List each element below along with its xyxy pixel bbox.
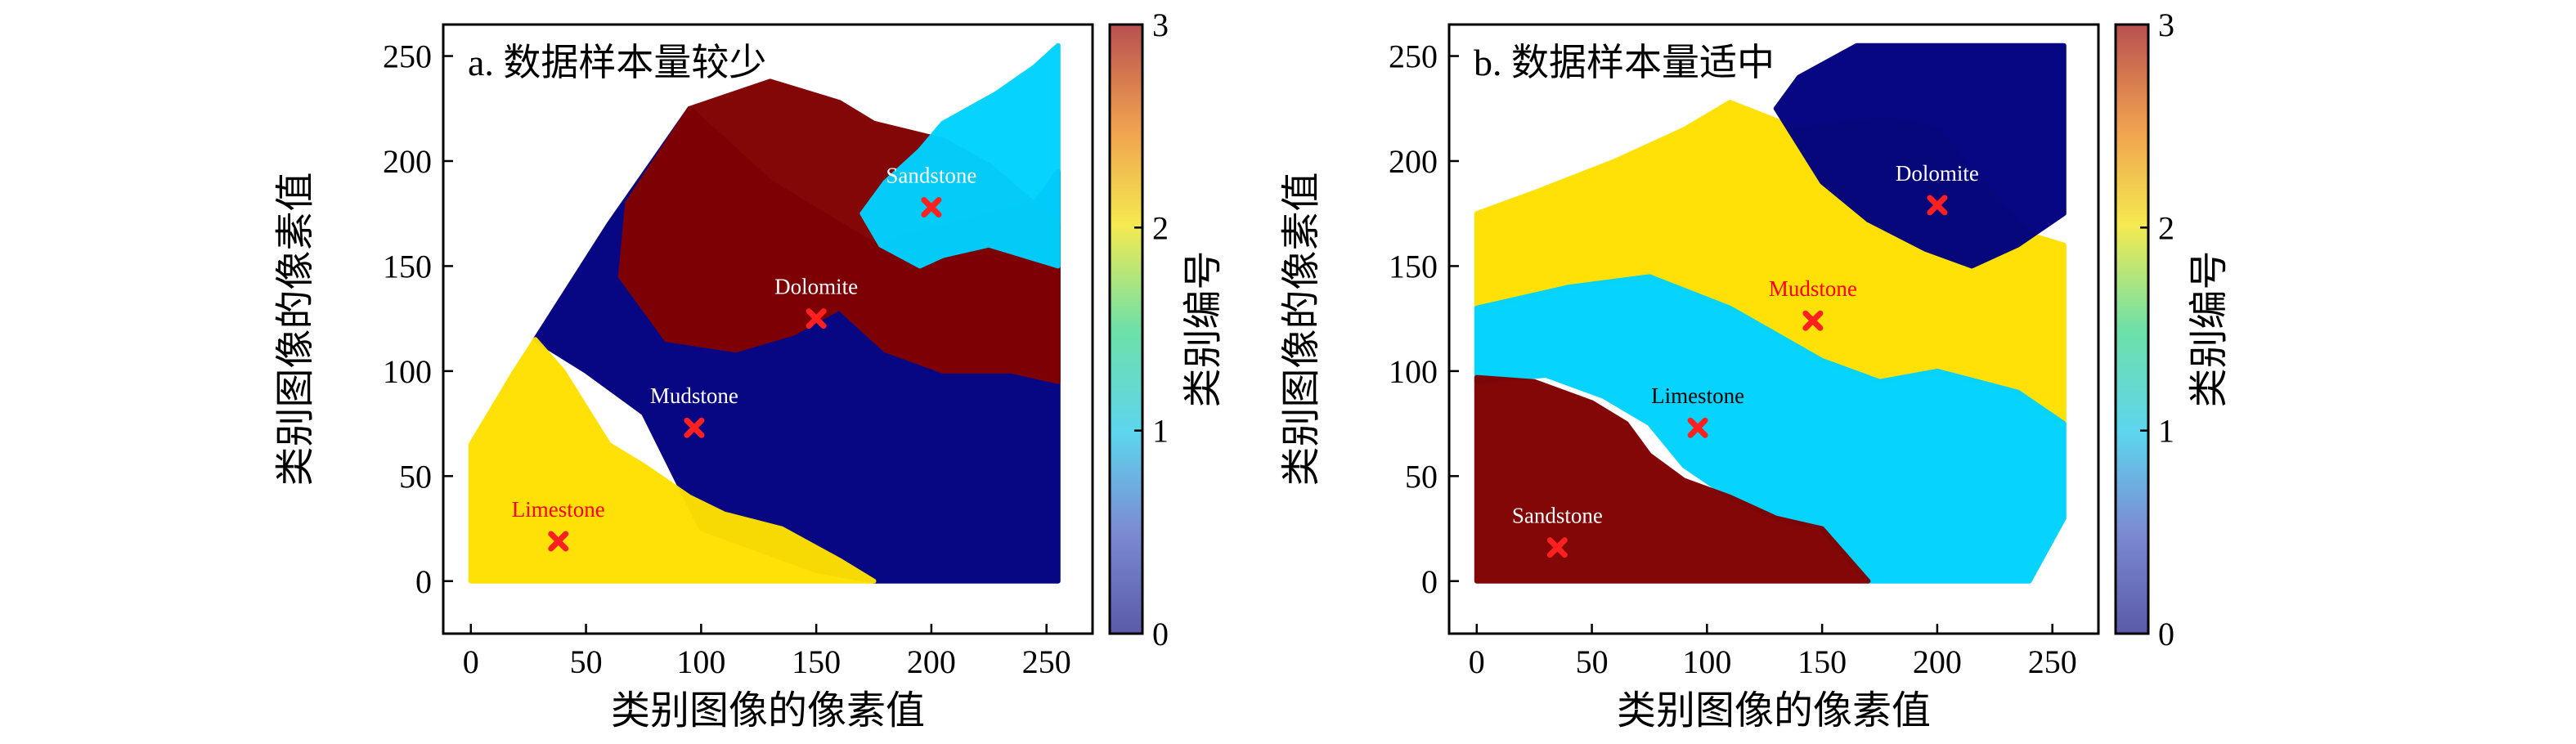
y-tick-label: 50 — [399, 458, 432, 495]
y-tick-label: 250 — [1389, 38, 1438, 75]
annotation-dolomite: Dolomite — [1896, 161, 1979, 186]
x-tick-label: 200 — [907, 643, 956, 680]
y-tick-label: 50 — [1405, 458, 1438, 495]
marker-stroke — [548, 531, 569, 552]
annotation-limestone: Limestone — [1651, 383, 1744, 408]
annotation-mudstone: Mudstone — [1769, 276, 1857, 301]
panel-title: b. 数据样本量适中 — [1474, 42, 1775, 83]
axes-frame — [1447, 23, 2100, 635]
colorbar — [2114, 23, 2150, 635]
x-axis-label: 类别图像的像素值 — [611, 689, 925, 733]
colorbar-tick-label: 2 — [1152, 209, 1169, 246]
scatter-regions — [1474, 43, 2067, 584]
y-tick-label: 100 — [1389, 353, 1438, 390]
colorbar-label: 类别编号 — [2188, 250, 2231, 407]
x-tick-label: 150 — [792, 643, 841, 680]
center-marker-sandstone — [921, 197, 942, 217]
y-tick-label: 0 — [415, 563, 432, 600]
class-0-points — [1773, 43, 2067, 269]
marker-stroke — [1802, 310, 1824, 331]
center-marker-dolomite — [806, 308, 827, 329]
colorbar-label: 类别编号 — [1182, 250, 1225, 407]
panel-title: a. 数据样本量较少 — [468, 42, 766, 83]
center-marker-mudstone — [1802, 310, 1824, 331]
annotation-dolomite: Dolomite — [774, 275, 858, 299]
x-tick-label: 250 — [1022, 643, 1071, 680]
x-tick-label: 100 — [1682, 643, 1731, 680]
x-tick-label: 250 — [2028, 643, 2077, 680]
y-tick-label: 150 — [1389, 248, 1438, 285]
colorbar-tick-label: 0 — [1152, 616, 1169, 652]
colorbar — [1108, 23, 1144, 635]
colorbar-tick-label: 0 — [2158, 616, 2174, 652]
scatter-regions — [468, 43, 1061, 584]
marker-stroke — [921, 197, 942, 217]
marker-stroke — [1687, 417, 1708, 438]
x-tick-label: 100 — [676, 643, 725, 680]
center-marker-dolomite — [1927, 195, 1948, 216]
y-axis-label: 类别图像的像素值 — [274, 172, 317, 486]
x-axis-label: 类别图像的像素值 — [1617, 689, 1931, 733]
center-marker-limestone — [548, 531, 569, 552]
colorbar-tick-label: 2 — [2158, 209, 2174, 246]
center-marker-sandstone — [1546, 537, 1568, 558]
y-tick-label: 100 — [383, 353, 432, 390]
y-tick-label: 0 — [1421, 563, 1438, 600]
annotation-limestone: Limestone — [512, 497, 605, 522]
colorbar-tick-label: 3 — [2158, 7, 2174, 43]
annotation-sandstone: Sandstone — [1512, 504, 1603, 528]
class-2-points — [468, 337, 877, 584]
colorbar-tick-label: 1 — [1152, 413, 1169, 450]
x-tick-label: 0 — [1469, 643, 1485, 680]
class-1-points — [1474, 274, 2067, 584]
marker-stroke — [684, 417, 705, 438]
annotation-mudstone: Mudstone — [650, 383, 738, 408]
y-tick-label: 200 — [383, 143, 432, 180]
y-axis-label: 类别图像的像素值 — [1280, 172, 1323, 486]
colorbar-tick-label: 3 — [1152, 7, 1169, 43]
x-tick-label: 50 — [570, 643, 603, 680]
marker-stroke — [1546, 537, 1568, 558]
x-tick-label: 150 — [1797, 643, 1847, 680]
marker-stroke — [1927, 195, 1948, 216]
y-tick-label: 150 — [383, 248, 432, 285]
class-3-points — [1474, 374, 1871, 584]
axes-frame — [442, 23, 1094, 635]
center-marker-mudstone — [684, 417, 705, 438]
colorbar-tick-label: 1 — [2158, 413, 2174, 450]
center-marker-limestone — [1687, 417, 1708, 438]
x-tick-label: 200 — [1913, 643, 1962, 680]
annotation-sandstone: Sandstone — [886, 164, 976, 188]
x-tick-label: 50 — [1576, 643, 1609, 680]
class-1-points — [859, 43, 1061, 269]
y-tick-label: 250 — [383, 38, 432, 75]
x-tick-label: 0 — [463, 643, 479, 680]
y-tick-label: 200 — [1389, 143, 1438, 180]
marker-stroke — [806, 308, 827, 329]
